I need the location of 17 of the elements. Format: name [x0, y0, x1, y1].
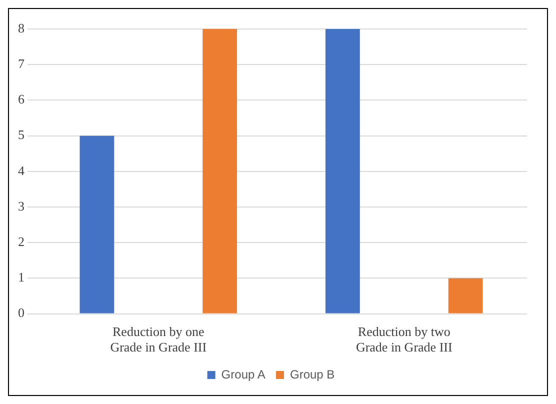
y-tick-label: 6 [18, 92, 25, 107]
y-tick-label: 8 [18, 20, 24, 36]
bar [202, 29, 238, 314]
bar [448, 278, 483, 314]
y-tick-label: 0 [18, 305, 24, 320]
bar [325, 29, 360, 314]
x-tick-label: Reduction by two Grade in Grade III [356, 324, 452, 355]
y-tick-label: 7 [18, 56, 25, 72]
y-tick-label: 2 [18, 234, 24, 250]
legend-label: Group A [221, 367, 266, 382]
y-tick-label: 5 [18, 127, 24, 142]
bar [80, 136, 114, 314]
y-tick-label: 3 [18, 198, 24, 214]
x-tick-label: Reduction by one Grade in Grade III [110, 324, 207, 355]
legend-label: Group B [290, 367, 335, 382]
y-tick-label: 4 [18, 162, 25, 178]
y-tick-label: 1 [18, 270, 24, 285]
